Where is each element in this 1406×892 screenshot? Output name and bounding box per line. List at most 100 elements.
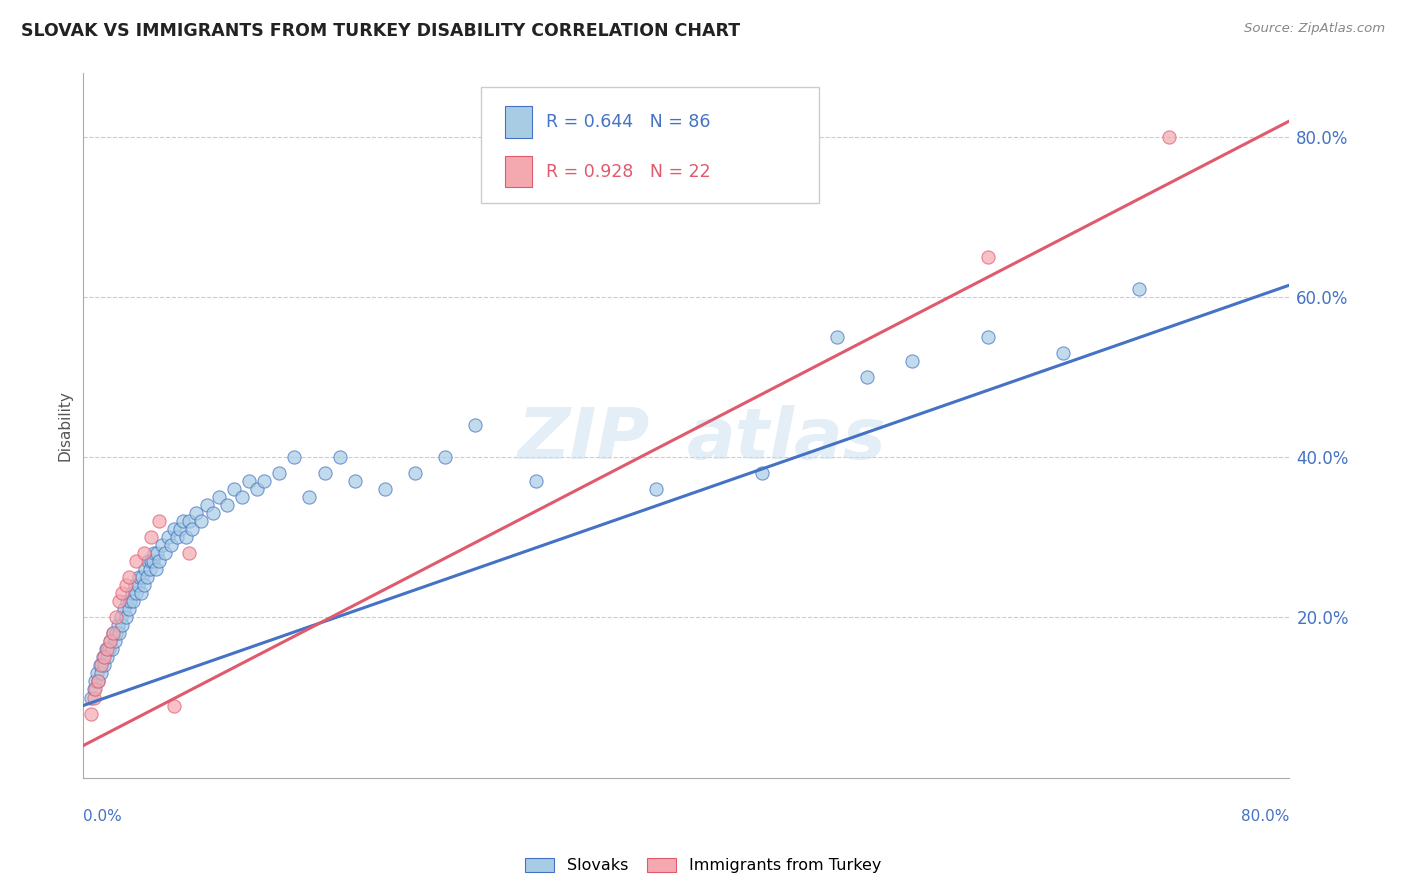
Point <box>105 626 128 640</box>
Point <box>83 682 105 697</box>
Point <box>107 618 129 632</box>
Point <box>201 507 224 521</box>
Point <box>89 658 111 673</box>
Point <box>246 483 269 497</box>
Text: Source: ZipAtlas.com: Source: ZipAtlas.com <box>1244 22 1385 36</box>
Point <box>142 554 165 568</box>
Point <box>90 666 112 681</box>
Point <box>269 467 291 481</box>
Point <box>153 546 176 560</box>
Point <box>127 578 149 592</box>
Point <box>166 530 188 544</box>
Point <box>148 514 170 528</box>
Point <box>139 530 162 544</box>
Point <box>110 610 132 624</box>
Point <box>80 706 103 721</box>
Point <box>208 491 231 505</box>
Point <box>163 522 186 536</box>
Text: 80.0%: 80.0% <box>1241 809 1289 824</box>
Point <box>177 514 200 528</box>
Point <box>111 586 134 600</box>
Point <box>404 467 426 481</box>
Point <box>103 626 125 640</box>
Text: atlas: atlas <box>686 405 886 474</box>
Point <box>87 674 110 689</box>
FancyBboxPatch shape <box>505 106 531 138</box>
Point <box>93 658 115 673</box>
Text: 0.0%: 0.0% <box>83 809 122 824</box>
Point <box>159 538 181 552</box>
Point <box>174 530 197 544</box>
Point <box>283 450 305 465</box>
Point <box>143 546 166 560</box>
Point <box>129 586 152 600</box>
Point <box>825 330 848 344</box>
Point <box>186 507 208 521</box>
Point <box>94 642 117 657</box>
Point <box>231 491 253 505</box>
Point <box>112 602 135 616</box>
Point <box>163 698 186 713</box>
Point <box>96 650 118 665</box>
Point <box>122 594 145 608</box>
Text: R = 0.928   N = 22: R = 0.928 N = 22 <box>547 162 711 180</box>
FancyBboxPatch shape <box>505 156 531 187</box>
Point <box>169 522 191 536</box>
Point <box>118 594 141 608</box>
Point <box>100 634 122 648</box>
Point <box>117 602 139 616</box>
FancyBboxPatch shape <box>481 87 820 203</box>
Point <box>135 570 157 584</box>
Point <box>329 450 352 465</box>
Point <box>751 467 773 481</box>
Point <box>87 674 110 689</box>
Point <box>80 690 103 705</box>
Point <box>128 570 150 584</box>
Point <box>93 650 115 665</box>
Text: R = 0.644   N = 86: R = 0.644 N = 86 <box>547 113 711 131</box>
Y-axis label: Disability: Disability <box>58 390 72 460</box>
Point <box>83 690 105 705</box>
Point <box>97 642 120 657</box>
Point <box>103 626 125 640</box>
Point <box>117 570 139 584</box>
Point <box>101 642 124 657</box>
Point <box>145 562 167 576</box>
Text: SLOVAK VS IMMIGRANTS FROM TURKEY DISABILITY CORRELATION CHART: SLOVAK VS IMMIGRANTS FROM TURKEY DISABIL… <box>21 22 740 40</box>
Point <box>90 658 112 673</box>
Point <box>1157 130 1180 145</box>
Point <box>96 642 118 657</box>
Point <box>115 594 138 608</box>
Point <box>856 370 879 384</box>
Point <box>125 554 148 568</box>
Point <box>177 546 200 560</box>
Point <box>298 491 321 505</box>
Point <box>84 682 107 697</box>
Point <box>134 562 156 576</box>
Point <box>172 514 194 528</box>
Legend: Slovaks, Immigrants from Turkey: Slovaks, Immigrants from Turkey <box>519 851 887 880</box>
Point <box>146 546 169 560</box>
Point <box>124 578 146 592</box>
Point <box>114 610 136 624</box>
Point <box>190 514 212 528</box>
Point <box>100 634 122 648</box>
Point <box>1128 282 1150 296</box>
Point <box>253 475 276 489</box>
Point <box>111 618 134 632</box>
Point <box>156 530 179 544</box>
Point <box>1052 346 1074 360</box>
Point <box>374 483 396 497</box>
Point <box>314 467 336 481</box>
Point <box>150 538 173 552</box>
Point <box>901 354 924 368</box>
Point <box>108 626 131 640</box>
Point <box>139 554 162 568</box>
Point <box>180 522 202 536</box>
Point <box>215 499 238 513</box>
Point <box>136 554 159 568</box>
Point <box>195 499 218 513</box>
Point <box>84 674 107 689</box>
Point <box>977 250 1000 264</box>
Point <box>645 483 668 497</box>
